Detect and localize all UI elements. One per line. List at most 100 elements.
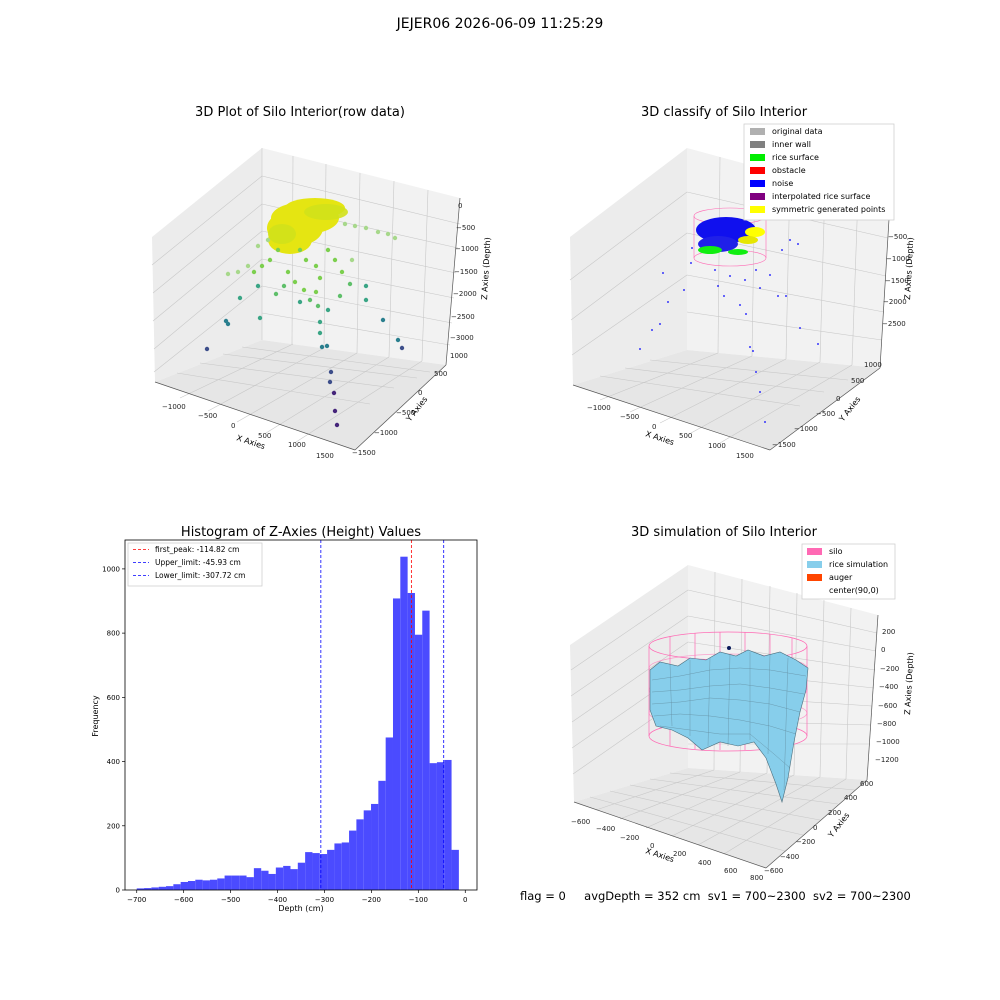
- classify-z-axis-label: Z Axies (Depth): [903, 237, 915, 300]
- legend-label-original-data: original data: [772, 127, 823, 136]
- histogram-legend: [127, 542, 263, 587]
- raw-z-tick-labels: 0 −500 −1000 −1500 −2000 −2500 −3000: [450, 202, 479, 342]
- classify-scatter-points: [639, 207, 819, 423]
- svg-text:−1000: −1000: [374, 429, 398, 437]
- svg-text:−1500: −1500: [885, 277, 909, 285]
- svg-text:400: 400: [844, 794, 857, 802]
- svg-text:−1500: −1500: [352, 449, 376, 457]
- histogram-bar: [429, 763, 437, 890]
- histogram-bar: [451, 849, 459, 890]
- svg-text:0: 0: [881, 646, 885, 654]
- histogram-bar: [239, 875, 247, 890]
- simulation-z-axis-label: Z Axies (Depth): [903, 652, 915, 715]
- histogram-bar: [312, 853, 320, 890]
- legend-label-interpolated-rice-surface: interpolated rice surface: [772, 192, 870, 201]
- svg-text:−1500: −1500: [772, 441, 796, 449]
- svg-text:0: 0: [836, 395, 840, 403]
- svg-text:−500: −500: [396, 409, 415, 417]
- svg-text:200: 200: [673, 850, 686, 858]
- legend-swatch-inner-wall: [750, 141, 765, 148]
- legend-swatch-auger: [807, 574, 822, 581]
- legend-swatch-interpolated-rice-surface: [750, 193, 765, 200]
- svg-text:200: 200: [828, 809, 841, 817]
- svg-text:−400: −400: [879, 683, 898, 691]
- legend-label-silo: silo: [829, 547, 843, 556]
- x-tick-label: −200: [362, 896, 381, 904]
- legend-label-rice-simulation: rice simulation: [829, 560, 888, 569]
- histogram-bar: [436, 762, 445, 890]
- histogram-bar: [195, 879, 203, 890]
- histogram-bar: [371, 803, 379, 890]
- legend-label-2: Lower_limit: -307.72 cm: [155, 571, 245, 580]
- svg-text:0: 0: [231, 422, 235, 430]
- legend-swatch-symmetric-generated-points: [750, 206, 765, 213]
- histogram-bar: [275, 867, 284, 890]
- raw-x-tick-labels: −1000 −500 0 500 1000 1500: [162, 403, 334, 460]
- histogram-bar: [268, 873, 276, 890]
- x-tick-label: −600: [174, 896, 193, 904]
- histogram-bar: [444, 759, 452, 890]
- histogram-plot-area: −700 −600 −500 −400 −300 −200 −100 0 0 200 400 600 8…: [102, 539, 478, 904]
- histogram-x-axis-label: Depth (cm): [278, 904, 323, 913]
- legend-label-symmetric-generated-points: symmetric generated points: [772, 205, 885, 214]
- histogram-bar: [158, 886, 167, 890]
- legend-label-rice-surface: rice surface: [772, 153, 819, 162]
- histogram-bar: [297, 862, 306, 890]
- simulation-x-tick-labels: −600 −400 −200 0 200 400 600 800: [571, 818, 763, 880]
- svg-text:0: 0: [650, 842, 654, 850]
- legend-label-center: center(90,0): [829, 586, 879, 595]
- svg-text:−800: −800: [877, 720, 896, 728]
- svg-text:−200: −200: [620, 834, 639, 842]
- rice-simulation-surface: [649, 646, 809, 804]
- svg-text:−3000: −3000: [450, 334, 474, 342]
- raw-panel-title: 3D Plot of Silo Interior(row data): [195, 105, 405, 120]
- histogram-bar: [173, 884, 181, 890]
- histogram-bar: [261, 870, 269, 890]
- svg-text:−400: −400: [596, 825, 615, 833]
- histogram-bar: [334, 843, 342, 890]
- svg-text:200: 200: [882, 628, 895, 636]
- histogram-bar: [356, 819, 364, 890]
- svg-text:−500: −500: [456, 224, 475, 232]
- svg-text:−1000: −1000: [876, 738, 900, 746]
- histogram-bar: [378, 780, 386, 890]
- histogram-frame: [124, 539, 478, 891]
- legend-label-0: first_peak: -114.82 cm: [155, 545, 239, 554]
- svg-text:500: 500: [851, 377, 864, 385]
- legend-label-auger: auger: [829, 573, 853, 582]
- svg-text:−2000: −2000: [453, 290, 477, 298]
- classify-y-axis-label: Y Axies: [837, 395, 863, 424]
- svg-text:500: 500: [679, 432, 692, 440]
- svg-text:0: 0: [418, 389, 422, 397]
- svg-text:−500: −500: [198, 412, 217, 420]
- status-sv2: sv2 = 700~2300: [812, 889, 911, 903]
- histogram-bar: [422, 610, 430, 890]
- svg-text:1500: 1500: [736, 452, 754, 460]
- svg-text:1000: 1000: [708, 442, 726, 450]
- histogram-bar: [349, 830, 357, 890]
- svg-text:1500: 1500: [316, 452, 334, 460]
- svg-text:−200: −200: [880, 665, 899, 673]
- svg-text:−2500: −2500: [882, 320, 906, 328]
- histogram-bar: [202, 880, 210, 890]
- svg-text:−500: −500: [888, 233, 907, 241]
- svg-text:600: 600: [860, 780, 873, 788]
- x-tick-label: −700: [127, 896, 146, 904]
- histogram-bar: [319, 854, 328, 890]
- status-line: flag = 0 avgDepth = 352 cm sv1 = 700~230…: [520, 889, 911, 903]
- svg-text:800: 800: [750, 874, 763, 880]
- y-tick-label: 200: [107, 822, 120, 830]
- y-tick-label: 800: [107, 630, 120, 638]
- simulation-z-tick-labels: 200 0 −200 −400 −600 −800 −1000 −1200: [875, 628, 900, 764]
- svg-text:−1000: −1000: [162, 403, 186, 411]
- svg-text:−1000: −1000: [587, 404, 611, 412]
- histogram-bar: [144, 888, 152, 890]
- histogram-bar: [209, 879, 218, 890]
- raw-z-axis-label: Z Axies (Depth): [480, 237, 492, 300]
- status-flag: flag = 0: [520, 889, 566, 903]
- classify-panel-title: 3D classify of Silo Interior: [641, 105, 808, 120]
- svg-text:−2000: −2000: [883, 298, 907, 306]
- histogram-bar: [136, 888, 145, 890]
- classify-x-tick-labels: −1000 −500 0 500 1000 1500: [587, 404, 754, 460]
- histogram-bar: [392, 598, 401, 890]
